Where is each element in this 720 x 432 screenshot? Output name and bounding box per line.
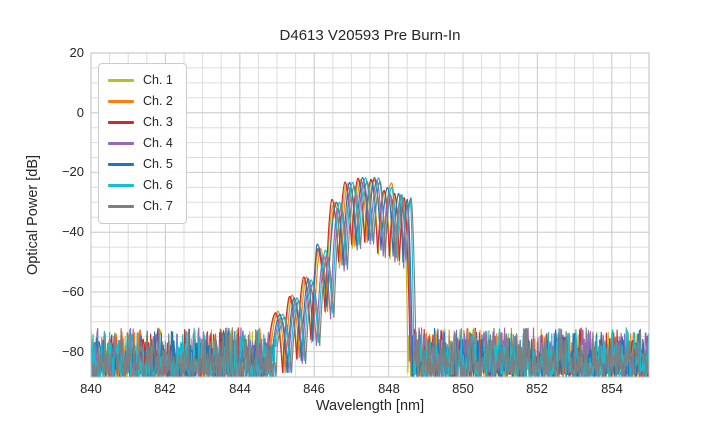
chart-title: D4613 V20593 Pre Burn-In — [279, 27, 461, 44]
legend-line-ch-3 — [108, 121, 134, 124]
legend-label: Ch. 1 — [143, 73, 173, 88]
legend-line-ch-7 — [108, 205, 134, 208]
legend-line-ch-6 — [108, 184, 134, 187]
x-tick-label: 852 — [526, 381, 548, 396]
legend-item: Ch. 6 — [108, 175, 173, 196]
y-tick-label: 0 — [76, 105, 84, 120]
y-tick-label: −80 — [61, 344, 84, 359]
x-axis-label: Wavelength [nm] — [315, 398, 425, 414]
legend-item: Ch. 3 — [108, 112, 173, 133]
plot-border — [90, 52, 650, 378]
legend-label: Ch. 3 — [143, 115, 173, 130]
legend-line-ch-1 — [108, 79, 134, 82]
legend-label: Ch. 6 — [143, 178, 173, 193]
legend-label: Ch. 4 — [143, 136, 173, 151]
legend-label: Ch. 7 — [143, 199, 173, 214]
legend: Ch. 1 Ch. 2 Ch. 3 Ch. 4 Ch. 5 Ch. 6 Ch. 7 — [98, 63, 187, 224]
legend-line-ch-4 — [108, 142, 134, 145]
legend-label: Ch. 2 — [143, 94, 173, 109]
x-tick-label: 844 — [229, 381, 251, 396]
y-tick-label: 20 — [69, 45, 84, 60]
x-tick-label: 840 — [80, 381, 102, 396]
legend-item: Ch. 1 — [108, 70, 173, 91]
x-tick-label: 842 — [154, 381, 176, 396]
x-tick-label: 846 — [303, 381, 325, 396]
trace-ch-7 — [91, 180, 649, 377]
x-tick-label: 850 — [452, 381, 474, 396]
legend-label: Ch. 5 — [143, 157, 173, 172]
legend-item: Ch. 2 — [108, 91, 173, 112]
legend-line-ch-5 — [108, 163, 134, 166]
legend-item: Ch. 5 — [108, 154, 173, 175]
y-tick-label: −40 — [61, 224, 84, 239]
legend-item: Ch. 4 — [108, 133, 173, 154]
legend-line-ch-2 — [108, 100, 134, 103]
x-tick-label: 854 — [601, 381, 623, 396]
y-tick-label: −20 — [61, 164, 84, 179]
legend-item: Ch. 7 — [108, 196, 173, 217]
y-tick-label: −60 — [61, 284, 84, 299]
x-tick-label: 848 — [378, 381, 400, 396]
